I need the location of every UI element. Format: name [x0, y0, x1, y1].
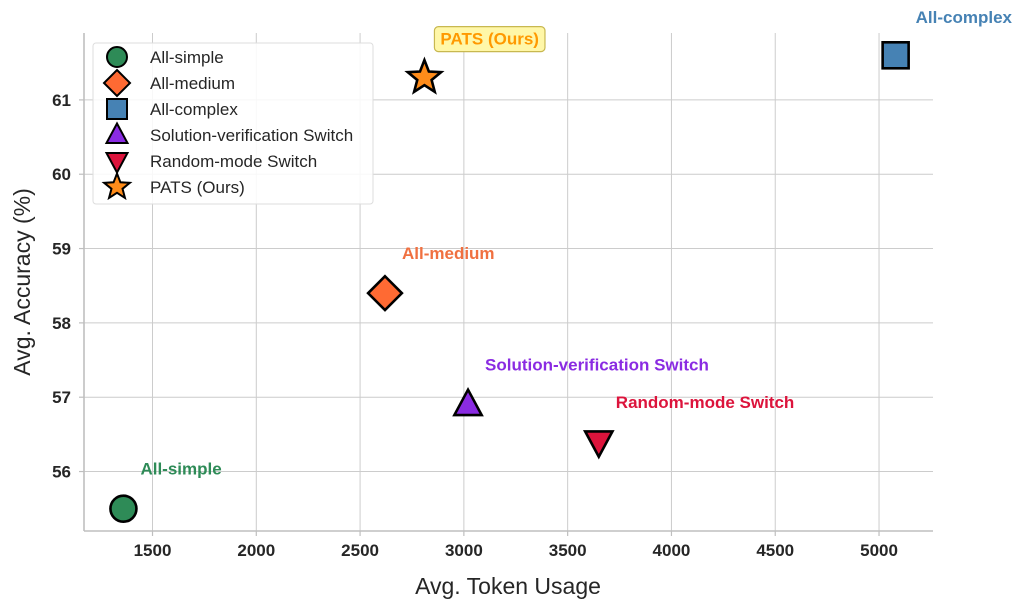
x-tick-label: 4000 — [653, 541, 691, 560]
data-points — [109, 40, 910, 524]
y-tick-label: 58 — [52, 314, 71, 333]
legend: All-simple All-medium All-complex Solution-… — [92, 42, 374, 205]
legend-label-random-mode-switch: Random-mode Switch — [150, 152, 317, 171]
annotation-random-mode-switch: Random-mode Switch — [616, 393, 795, 412]
annotation-pats-ours: PATS (Ours) — [440, 30, 539, 49]
legend-marker-pats-ours — [101, 170, 133, 201]
point-all-complex — [881, 40, 910, 70]
y-axis-label: Avg. Accuracy (%) — [9, 188, 35, 375]
x-tick-label: 1500 — [134, 541, 172, 560]
x-tick-label: 2000 — [237, 541, 275, 560]
point-pats-ours — [404, 56, 445, 95]
annotation-solution-verification-switch: Solution-verification Switch — [485, 356, 709, 375]
x-tick-label: 5000 — [860, 541, 898, 560]
legend-label-all-simple: All-simple — [150, 48, 224, 67]
annotation-all-complex: All-complex — [916, 8, 1013, 27]
y-tick-label: 56 — [52, 463, 71, 482]
y-tick-label: 60 — [52, 165, 71, 184]
point-all-medium — [366, 274, 404, 312]
legend-marker-all-simple — [106, 46, 128, 68]
axes-spines — [79, 33, 933, 536]
annotation-all-simple: All-simple — [140, 460, 221, 479]
legend-label-all-medium: All-medium — [150, 74, 235, 93]
legend-box — [92, 42, 374, 205]
x-axis-label: Avg. Token Usage — [415, 573, 601, 599]
annotation-all-medium: All-medium — [402, 244, 495, 263]
y-tick-label: 57 — [52, 388, 71, 407]
x-tick-label: 3500 — [549, 541, 587, 560]
annotation-box-pats-ours — [433, 25, 546, 53]
tick-labels: 1500 2000 2500 3000 3500 4000 4500 5000 56 57 58 59… — [52, 91, 898, 560]
grid-lines — [84, 33, 933, 531]
x-tick-label: 4500 — [756, 541, 794, 560]
point-all-simple — [109, 494, 138, 524]
y-tick-label: 59 — [52, 240, 71, 259]
legend-label-all-complex: All-complex — [150, 100, 238, 119]
legend-marker-all-medium — [102, 68, 132, 98]
y-tick-label: 61 — [52, 91, 71, 110]
legend-marker-solution-verification-switch — [104, 121, 130, 144]
legend-marker-all-complex — [106, 98, 128, 120]
legend-label-pats-ours: PATS (Ours) — [150, 178, 245, 197]
legend-label-solution-verification-switch: Solution-verification Switch — [150, 126, 353, 145]
annotations: All-simple All-medium All-complex Solution-… — [140, 8, 1012, 479]
point-random-mode-switch — [582, 430, 615, 460]
legend-marker-random-mode-switch — [104, 152, 130, 175]
point-solution-verification-switch — [452, 386, 484, 417]
x-tick-label: 3000 — [445, 541, 483, 560]
x-tick-label: 2500 — [341, 541, 379, 560]
